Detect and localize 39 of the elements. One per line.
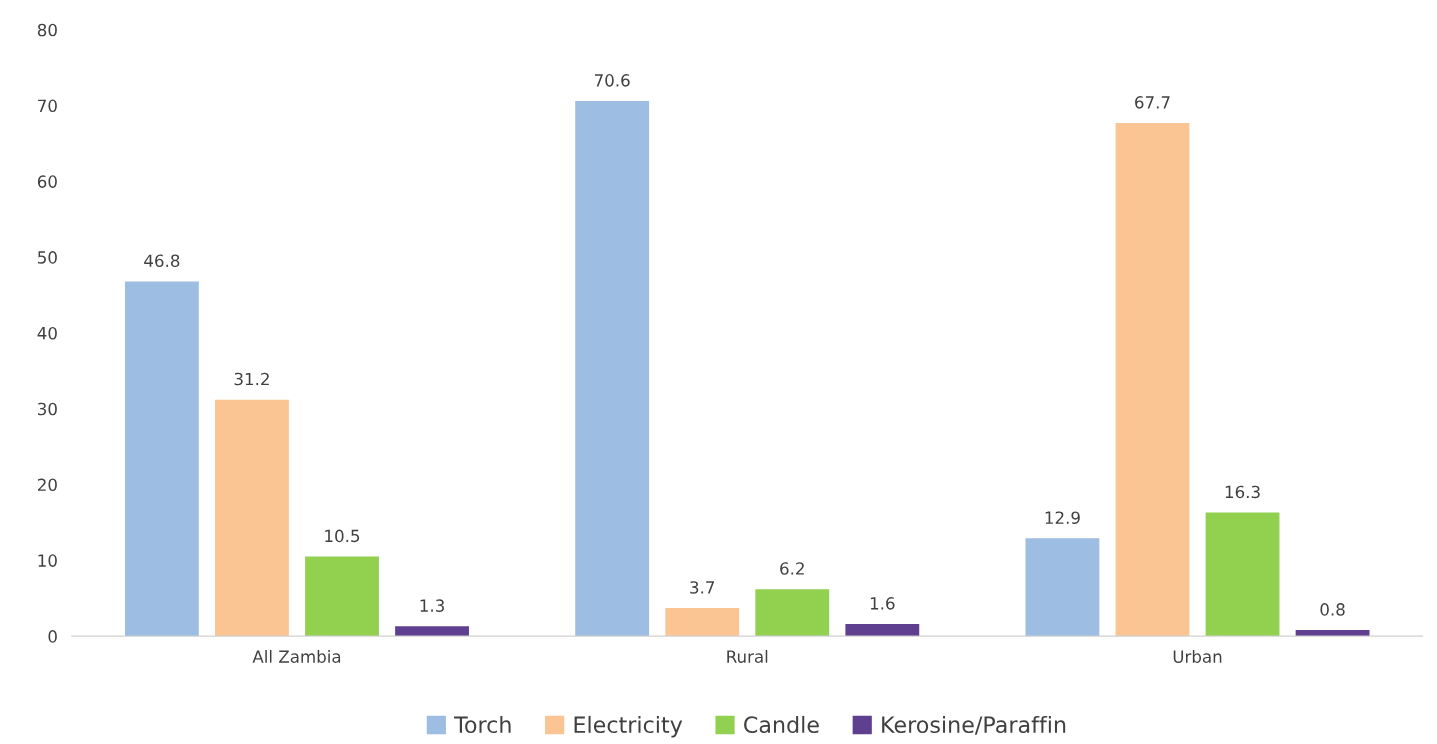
x-tick-label: Urban <box>1173 650 1222 663</box>
bar <box>575 101 650 637</box>
data-label: 1.6 <box>870 597 895 610</box>
bar <box>395 626 469 637</box>
legend-label: Kerosine/Paraffin <box>882 715 1066 735</box>
y-tick-label: 0 <box>48 630 57 643</box>
data-label: 46.8 <box>144 254 180 268</box>
bar <box>215 399 289 637</box>
y-tick-label: 60 <box>37 175 57 188</box>
y-tick-label: 40 <box>37 326 57 340</box>
data-label: 3.7 <box>690 581 715 594</box>
y-tick-label: 80 <box>37 23 57 37</box>
data-label: 16.3 <box>1225 485 1260 499</box>
bar <box>1115 122 1190 637</box>
bar <box>124 281 199 637</box>
y-tick-label: 50 <box>38 251 57 264</box>
x-tick-label: All Zambia <box>252 650 341 663</box>
legend-label: Torch <box>454 715 511 734</box>
data-label: 70.6 <box>594 74 630 87</box>
data-label: 67.7 <box>1135 96 1170 109</box>
y-tick-label: 30 <box>38 402 57 416</box>
x-tick-label: Rural <box>727 650 768 663</box>
bar <box>755 589 830 637</box>
data-label: 10.5 <box>325 529 360 543</box>
bar <box>305 556 379 637</box>
y-tick-label: 10 <box>38 554 57 567</box>
data-label: 12.9 <box>1045 511 1080 524</box>
y-tick-label: 70 <box>38 99 57 113</box>
data-label: 0.8 <box>1320 603 1345 616</box>
bar <box>1025 538 1100 637</box>
data-label: 6.2 <box>780 562 804 575</box>
bar <box>1205 512 1280 637</box>
data-label: 1.3 <box>420 599 444 612</box>
legend-label: Candle <box>744 715 819 734</box>
y-tick-label: 20 <box>37 478 57 492</box>
legend-label: Electricity <box>574 715 683 738</box>
bar <box>665 608 740 637</box>
data-label: 31.2 <box>234 372 269 386</box>
bar <box>845 623 920 637</box>
